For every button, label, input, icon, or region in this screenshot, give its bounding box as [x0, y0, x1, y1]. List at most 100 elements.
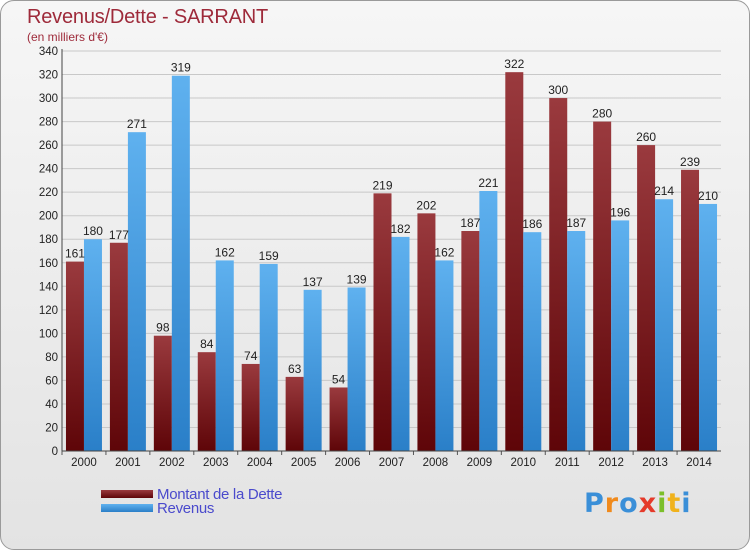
y-tick-label: 60 — [45, 375, 58, 387]
logo-letter: o — [619, 488, 639, 519]
x-tick-label: 2007 — [379, 457, 405, 469]
bar-dette — [461, 231, 480, 451]
bar-dette — [373, 193, 392, 451]
bar-revenus — [523, 232, 542, 451]
bar-dette — [109, 242, 128, 451]
data-label-revenus: 137 — [303, 275, 323, 289]
data-label-revenus: 180 — [83, 224, 103, 238]
legend-swatch-dette — [101, 490, 153, 498]
data-label-dette: 84 — [200, 337, 214, 351]
data-label-dette: 177 — [109, 228, 129, 242]
data-labels: 161 180 177 271 98 319 84 162 74 159 63 137 54 139 219… — [65, 57, 718, 386]
x-tick-label: 2006 — [335, 457, 361, 469]
bar-dette — [549, 98, 568, 451]
data-label-dette: 74 — [244, 349, 258, 363]
chart-subtitle: (en milliers d'€) — [27, 30, 108, 44]
bar-dette — [153, 335, 172, 451]
data-label-revenus: 187 — [566, 216, 586, 230]
y-tick-label: 40 — [45, 399, 58, 411]
bar-revenus — [303, 289, 322, 451]
data-label-dette: 219 — [372, 178, 392, 192]
bar-revenus — [611, 220, 630, 451]
logo-letter: t — [667, 488, 682, 519]
y-tick-label: 180 — [39, 234, 58, 246]
proxiti-logo: Proxiti — [584, 488, 692, 519]
data-label-dette: 202 — [416, 198, 436, 212]
x-tick-label: 2011 — [555, 457, 580, 469]
data-label-revenus: 162 — [215, 245, 235, 259]
x-tick-label: 2001 — [115, 457, 141, 469]
data-label-revenus: 182 — [390, 222, 410, 236]
x-tick-label: 2014 — [686, 457, 712, 469]
x-axis-ticks: 2000 2001 2002 2003 2004 2005 2006 2007 2008 2009… — [61, 451, 712, 469]
data-label-revenus: 162 — [434, 245, 454, 259]
x-tick-label: 2013 — [642, 457, 668, 469]
data-label-dette: 54 — [332, 372, 346, 386]
chart-title: Revenus/Dette - SARRANT — [27, 6, 269, 28]
y-tick-label: 20 — [45, 422, 58, 434]
y-tick-label: 120 — [39, 305, 58, 317]
bars — [65, 72, 718, 452]
legend-label-dette: Montant de la Dette — [157, 485, 283, 503]
x-tick-label: 2008 — [423, 457, 449, 469]
x-tick-label: 2003 — [203, 457, 229, 469]
data-label-revenus: 214 — [654, 184, 674, 198]
bar-dette — [197, 352, 216, 451]
axes — [61, 49, 721, 452]
logo-letter: P — [584, 488, 605, 519]
data-label-dette: 161 — [65, 247, 85, 261]
logo-letter: i — [657, 488, 668, 519]
y-tick-label: 320 — [39, 70, 58, 82]
x-tick-label: 2005 — [291, 457, 317, 469]
bar-revenus — [479, 191, 498, 451]
bar-revenus — [171, 75, 190, 452]
bar-revenus — [215, 260, 234, 451]
y-tick-label: 220 — [39, 187, 58, 199]
y-tick-label: 140 — [39, 281, 58, 293]
bar-dette — [681, 169, 700, 451]
y-tick-label: 100 — [39, 328, 58, 340]
x-tick-label: 2002 — [159, 457, 185, 469]
bar-revenus — [127, 132, 146, 452]
bar-revenus — [259, 263, 278, 451]
bar-dette — [329, 387, 348, 451]
x-tick-label: 2000 — [71, 457, 97, 469]
x-tick-label: 2012 — [598, 457, 624, 469]
x-tick-label: 2009 — [467, 457, 493, 469]
legend-item-revenus: Revenus — [101, 500, 282, 517]
bar-dette — [285, 376, 304, 451]
y-tick-label: 260 — [39, 140, 58, 152]
data-label-revenus: 139 — [347, 272, 367, 286]
data-label-revenus: 210 — [698, 189, 718, 203]
bar-revenus — [567, 231, 586, 451]
data-label-dette: 260 — [636, 130, 656, 144]
bar-revenus — [699, 203, 718, 451]
bar-revenus — [83, 239, 102, 451]
data-label-dette: 300 — [548, 83, 568, 97]
data-label-revenus: 319 — [171, 61, 191, 75]
data-label-revenus: 186 — [522, 217, 542, 231]
data-label-revenus: 196 — [610, 205, 630, 219]
y-tick-label: 80 — [45, 352, 58, 364]
bar-dette — [241, 363, 260, 451]
legend-swatch-revenus — [101, 504, 153, 512]
data-label-dette: 322 — [504, 57, 524, 71]
data-label-dette: 280 — [592, 107, 612, 121]
data-label-dette: 187 — [460, 216, 480, 230]
y-tick-label: 160 — [39, 258, 58, 270]
y-tick-label: 0 — [52, 446, 58, 458]
legend: Montant de la Dette Revenus — [101, 485, 283, 517]
bar-dette — [505, 72, 524, 452]
bar-revenus — [347, 287, 366, 451]
y-tick-label: 280 — [39, 117, 58, 129]
y-axis-ticks: 0 20 40 60 80 100 120 140 160 180 200 220 240 260 280 3… — [39, 46, 58, 458]
data-label-dette: 98 — [156, 321, 170, 335]
y-tick-label: 340 — [39, 46, 58, 58]
logo-letter: r — [604, 488, 620, 519]
y-tick-label: 300 — [39, 93, 58, 105]
bar-revenus — [655, 199, 674, 451]
y-tick-label: 240 — [39, 164, 58, 176]
bar-dette — [593, 121, 612, 452]
